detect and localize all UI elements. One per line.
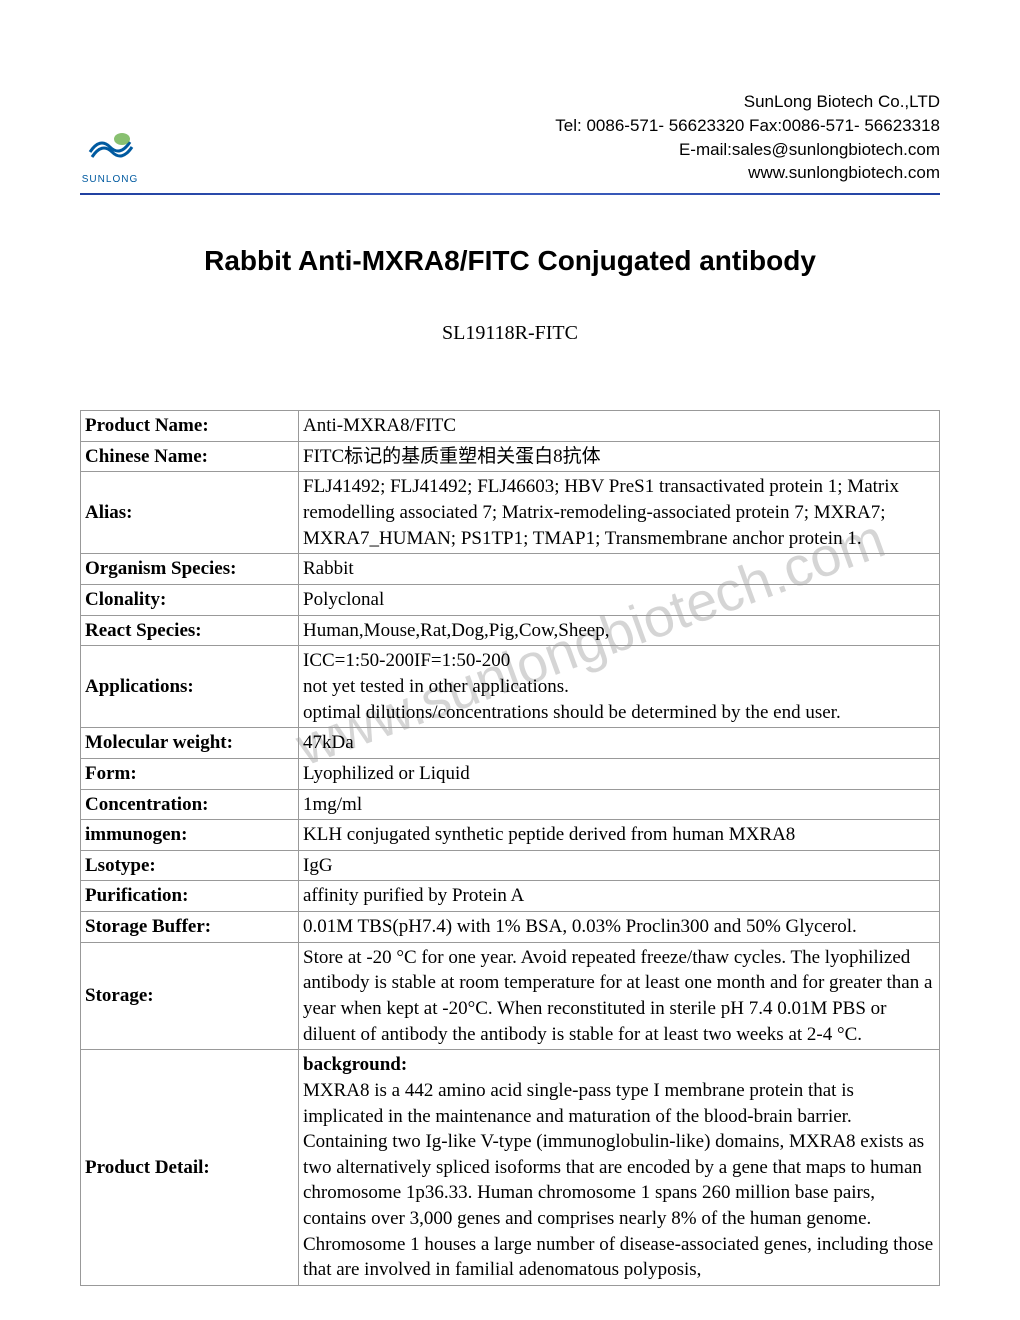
spec-label: Product Detail: — [81, 1050, 299, 1286]
page-title: Rabbit Anti-MXRA8/FITC Conjugated antibo… — [80, 245, 940, 277]
spec-label: React Species: — [81, 615, 299, 646]
table-row: Product Detail:background:MXRA8 is a 442… — [81, 1050, 940, 1286]
spec-label: Storage Buffer: — [81, 912, 299, 943]
table-row: Lsotype:IgG — [81, 850, 940, 881]
spec-value: 47kDa — [299, 728, 940, 759]
header-divider — [80, 193, 940, 195]
spec-label: Product Name: — [81, 411, 299, 442]
company-logo-icon — [80, 127, 140, 172]
spec-table-body: Product Name:Anti-MXRA8/FITCChinese Name… — [81, 411, 940, 1286]
company-website: www.sunlongbiotech.com — [555, 161, 940, 185]
spec-label: Form: — [81, 758, 299, 789]
spec-label: Storage: — [81, 942, 299, 1050]
table-row: Storage:Store at -20 °C for one year. Av… — [81, 942, 940, 1050]
table-row: Storage Buffer:0.01M TBS(pH7.4) with 1% … — [81, 912, 940, 943]
table-row: immunogen:KLH conjugated synthetic pepti… — [81, 820, 940, 851]
spec-label: Chinese Name: — [81, 441, 299, 472]
table-row: Form:Lyophilized or Liquid — [81, 758, 940, 789]
spec-value: KLH conjugated synthetic peptide derived… — [299, 820, 940, 851]
logo-container: SUNLONG — [80, 127, 140, 185]
table-row: Alias:FLJ41492; FLJ41492; FLJ46603; HBV … — [81, 472, 940, 554]
spec-value: FLJ41492; FLJ41492; FLJ46603; HBV PreS1 … — [299, 472, 940, 554]
spec-value: background:MXRA8 is a 442 amino acid sin… — [299, 1050, 940, 1286]
spec-value: Store at -20 °C for one year. Avoid repe… — [299, 942, 940, 1050]
catalog-number: SL19118R-FITC — [80, 322, 940, 345]
spec-value: Anti-MXRA8/FITC — [299, 411, 940, 442]
logo-text: SUNLONG — [82, 174, 138, 185]
spec-value: Polyclonal — [299, 585, 940, 616]
spec-value: Human,Mouse,Rat,Dog,Pig,Cow,Sheep, — [299, 615, 940, 646]
table-row: Applications:ICC=1:50-200IF=1:50-200 not… — [81, 646, 940, 728]
spec-label: Concentration: — [81, 789, 299, 820]
spec-label: Applications: — [81, 646, 299, 728]
spec-label: immunogen: — [81, 820, 299, 851]
company-email: E-mail:sales@sunlongbiotech.com — [555, 138, 940, 162]
table-row: Concentration:1mg/ml — [81, 789, 940, 820]
table-row: Product Name:Anti-MXRA8/FITC — [81, 411, 940, 442]
table-row: Purification:affinity purified by Protei… — [81, 881, 940, 912]
company-name: SunLong Biotech Co.,LTD — [555, 90, 940, 114]
spec-value: Lyophilized or Liquid — [299, 758, 940, 789]
spec-value: 0.01M TBS(pH7.4) with 1% BSA, 0.03% Proc… — [299, 912, 940, 943]
table-row: Molecular weight:47kDa — [81, 728, 940, 759]
table-row: Organism Species:Rabbit — [81, 554, 940, 585]
spec-value: affinity purified by Protein A — [299, 881, 940, 912]
content-wrapper: SUNLONG SunLong Biotech Co.,LTD Tel: 008… — [80, 90, 940, 1286]
spec-table: Product Name:Anti-MXRA8/FITCChinese Name… — [80, 410, 940, 1286]
table-row: React Species:Human,Mouse,Rat,Dog,Pig,Co… — [81, 615, 940, 646]
header: SUNLONG SunLong Biotech Co.,LTD Tel: 008… — [80, 90, 940, 185]
spec-value: 1mg/ml — [299, 789, 940, 820]
spec-value: Rabbit — [299, 554, 940, 585]
spec-value: IgG — [299, 850, 940, 881]
spec-value: FITC标记的基质重塑相关蛋白8抗体 — [299, 441, 940, 472]
company-tel: Tel: 0086-571- 56623320 Fax:0086-571- 56… — [555, 114, 940, 138]
spec-label: Alias: — [81, 472, 299, 554]
company-info: SunLong Biotech Co.,LTD Tel: 0086-571- 5… — [555, 90, 940, 185]
spec-value: ICC=1:50-200IF=1:50-200 not yet tested i… — [299, 646, 940, 728]
table-row: Clonality:Polyclonal — [81, 585, 940, 616]
spec-label: Clonality: — [81, 585, 299, 616]
spec-label: Lsotype: — [81, 850, 299, 881]
table-row: Chinese Name:FITC标记的基质重塑相关蛋白8抗体 — [81, 441, 940, 472]
spec-label: Molecular weight: — [81, 728, 299, 759]
spec-label: Purification: — [81, 881, 299, 912]
spec-label: Organism Species: — [81, 554, 299, 585]
